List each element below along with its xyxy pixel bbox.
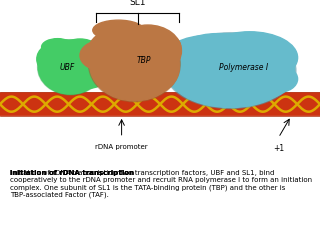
Ellipse shape xyxy=(48,59,99,91)
Text: UBF: UBF xyxy=(60,63,75,72)
Ellipse shape xyxy=(45,63,90,93)
Ellipse shape xyxy=(99,58,161,99)
Ellipse shape xyxy=(89,26,180,102)
Text: rDNA promoter: rDNA promoter xyxy=(95,144,148,150)
Ellipse shape xyxy=(134,71,166,91)
Ellipse shape xyxy=(202,32,298,84)
Ellipse shape xyxy=(176,34,259,74)
Ellipse shape xyxy=(139,33,181,61)
Ellipse shape xyxy=(114,25,181,77)
Ellipse shape xyxy=(221,79,272,102)
Ellipse shape xyxy=(38,40,103,95)
Ellipse shape xyxy=(166,34,294,108)
Ellipse shape xyxy=(125,42,179,93)
Ellipse shape xyxy=(165,33,296,108)
Text: Polymerase I: Polymerase I xyxy=(219,63,268,72)
Ellipse shape xyxy=(163,40,221,74)
Ellipse shape xyxy=(96,27,155,67)
Text: Initiation of rDNA transcription Two transcription factors, UBF and SL1, bind co: Initiation of rDNA transcription Two tra… xyxy=(10,170,312,198)
Ellipse shape xyxy=(234,39,291,69)
Ellipse shape xyxy=(42,39,74,55)
Text: TBP: TBP xyxy=(137,56,151,65)
Ellipse shape xyxy=(43,40,85,70)
Ellipse shape xyxy=(93,20,144,40)
Ellipse shape xyxy=(163,36,253,84)
Ellipse shape xyxy=(56,39,104,77)
Ellipse shape xyxy=(182,77,227,97)
Text: SL1: SL1 xyxy=(129,0,146,7)
Text: Initiation of rDNA transcription: Initiation of rDNA transcription xyxy=(10,170,134,176)
Ellipse shape xyxy=(218,48,294,100)
Ellipse shape xyxy=(259,66,298,92)
Text: +1: +1 xyxy=(273,144,284,154)
Text: Initiation of rDNA transcription: Initiation of rDNA transcription xyxy=(10,170,134,176)
Ellipse shape xyxy=(103,53,175,97)
Ellipse shape xyxy=(77,73,102,88)
Ellipse shape xyxy=(37,42,82,77)
Ellipse shape xyxy=(186,60,288,104)
Ellipse shape xyxy=(87,29,150,77)
Ellipse shape xyxy=(179,65,269,106)
Ellipse shape xyxy=(90,27,179,101)
Ellipse shape xyxy=(38,40,102,94)
Ellipse shape xyxy=(64,51,102,89)
Ellipse shape xyxy=(80,40,125,71)
